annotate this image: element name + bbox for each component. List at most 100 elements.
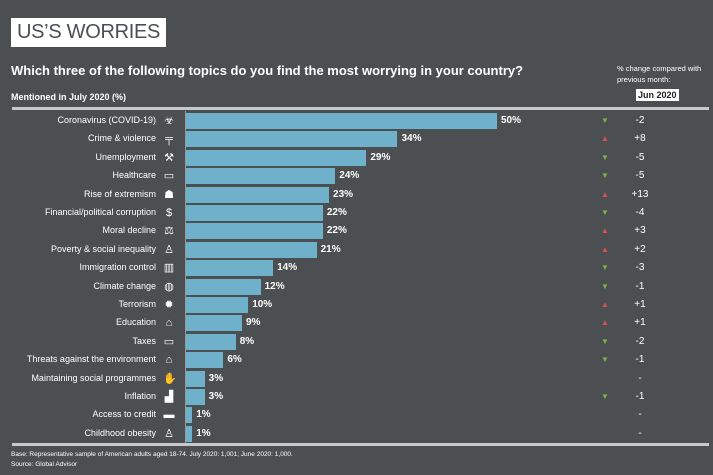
bar-row: Unemployment ⚒ 29% ▼ -5 <box>0 149 713 167</box>
arrow-down-icon: ▼ <box>601 281 609 291</box>
bar-row: Healthcare ▭ 24% ▼ -5 <box>0 167 713 185</box>
value-label: 3% <box>208 372 224 384</box>
change-label: +1 <box>634 299 646 310</box>
category-label: Inflation <box>124 391 156 401</box>
footnote-base: Base: Representative sample of American … <box>11 451 293 458</box>
category-label: Terrorism <box>118 299 157 309</box>
bar <box>186 425 193 442</box>
bar <box>186 168 336 185</box>
arrow-down-icon: ▼ <box>601 116 609 125</box>
bar-row: Rise of extremism ☗ 23% ▲ +13 <box>0 186 713 204</box>
bottom-divider <box>12 443 709 446</box>
bar <box>186 370 205 387</box>
globe-icon: ◍ <box>164 280 174 293</box>
category-label: Coronavirus (COVID-19) <box>57 115 156 125</box>
ambulance-icon: ▭ <box>163 170 175 183</box>
footnote-source: Source: Global Advisor <box>11 461 78 468</box>
value-label: 29% <box>370 151 391 163</box>
bar <box>186 131 398 148</box>
change-label: -3 <box>635 262 645 274</box>
value-label: 14% <box>277 262 298 274</box>
credit-card-icon: ▬ <box>163 409 175 422</box>
bar <box>186 223 323 240</box>
arrow-down-icon: ▼ <box>601 171 609 181</box>
value-label: 6% <box>227 354 242 366</box>
arrow-up-icon: ▲ <box>601 226 609 236</box>
money-bag-icon: $ <box>165 207 173 219</box>
bar-row: Access to credit ▬ 1% - <box>0 406 713 424</box>
bar-row: Poverty & social inequality ♙ 21% ▲ +2 <box>0 241 713 259</box>
category-label: Access to credit <box>92 409 156 420</box>
arrow-down-icon: ▼ <box>601 355 609 365</box>
arrow-down-icon: ▼ <box>601 263 609 273</box>
value-label: 1% <box>196 427 211 439</box>
moral-icon: ⚖ <box>164 225 174 238</box>
value-label: 9% <box>245 317 261 329</box>
top-divider <box>12 107 709 110</box>
value-label: 24% <box>339 170 360 182</box>
graduation-cap-icon: ⌂ <box>165 317 173 330</box>
bar <box>186 186 330 203</box>
compare-month: Jun 2020 <box>636 89 679 101</box>
change-label: -5 <box>635 151 645 163</box>
bar <box>186 149 367 166</box>
axis-line <box>185 111 186 443</box>
arrow-up-icon: ▲ <box>601 318 609 328</box>
change-label: +13 <box>631 188 649 200</box>
change-label: -2 <box>635 115 645 126</box>
category-label: Taxes <box>132 335 156 346</box>
value-label: 10% <box>252 299 273 310</box>
bar-row: Threats against the environment ⌂ 6% ▼ -… <box>0 351 713 369</box>
value-label: 50% <box>501 115 522 126</box>
change-label: -2 <box>635 335 645 347</box>
arrow-up-icon: ▲ <box>601 189 609 199</box>
change-label: -4 <box>635 207 645 218</box>
category-label: Rise of extremism <box>83 188 156 199</box>
bar-row: Taxes ▭ 8% ▼ -2 <box>0 333 713 351</box>
change-label: -1 <box>635 280 645 292</box>
factory-icon: ⌂ <box>165 354 173 367</box>
value-label: 22% <box>326 225 347 237</box>
change-label: +2 <box>634 243 646 255</box>
hand-icon: ✋ <box>163 372 177 385</box>
bar <box>186 113 497 129</box>
change-label: - <box>638 427 642 439</box>
bar-row: Childhood obesity ♙ 1% - <box>0 425 713 443</box>
luggage-icon: ▥ <box>163 262 175 275</box>
arrow-up-icon: ▲ <box>601 134 609 144</box>
bar-row: Inflation ▟ 3% ▼ -1 <box>0 388 713 406</box>
bar-row: Education ⌂ 9% ▲ +1 <box>0 314 713 332</box>
bar-row: Immigration control ▥ 14% ▼ -3 <box>0 259 713 277</box>
bar <box>186 205 323 221</box>
bar <box>186 278 261 295</box>
arrow-down-icon: ▼ <box>601 208 609 217</box>
compare-label: % change compared with previous month: <box>617 64 702 84</box>
change-label: - <box>638 409 642 421</box>
page-title: US’S WORRIES <box>11 18 167 47</box>
chart-icon: ▟ <box>164 391 174 403</box>
change-label: - <box>638 372 642 384</box>
bar <box>186 315 242 332</box>
biohazard-icon: ☣ <box>164 115 174 127</box>
category-label: Education <box>115 317 156 328</box>
bar <box>186 297 249 313</box>
bar-row: Coronavirus (COVID-19) ☣ 50% ▼ -2 <box>0 112 713 130</box>
worker-icon: ⚒ <box>164 151 174 164</box>
arrow-up-icon: ▲ <box>601 244 609 254</box>
value-label: 21% <box>320 243 341 255</box>
change-label: +8 <box>634 133 646 145</box>
category-label: Maintaining social programmes <box>31 372 156 383</box>
child-icon: ♙ <box>164 427 174 440</box>
money-icon: ▭ <box>163 335 175 348</box>
category-label: Moral decline <box>102 225 156 236</box>
category-label: Childhood obesity <box>84 427 156 438</box>
gun-icon: ╤ <box>165 133 173 146</box>
bar-row: Maintaining social programmes ✋ 3% - <box>0 370 713 388</box>
bar-row: Crime & violence ╤ 34% ▲ +8 <box>0 130 713 148</box>
change-label: +3 <box>634 225 646 237</box>
bar-row: Climate change ◍ 12% ▼ -1 <box>0 278 713 296</box>
extremist-icon: ☗ <box>164 188 174 201</box>
category-label: Climate change <box>93 280 156 291</box>
bar-row: Financial/political corruption $ 22% ▼ -… <box>0 204 713 222</box>
value-label: 12% <box>264 280 285 292</box>
